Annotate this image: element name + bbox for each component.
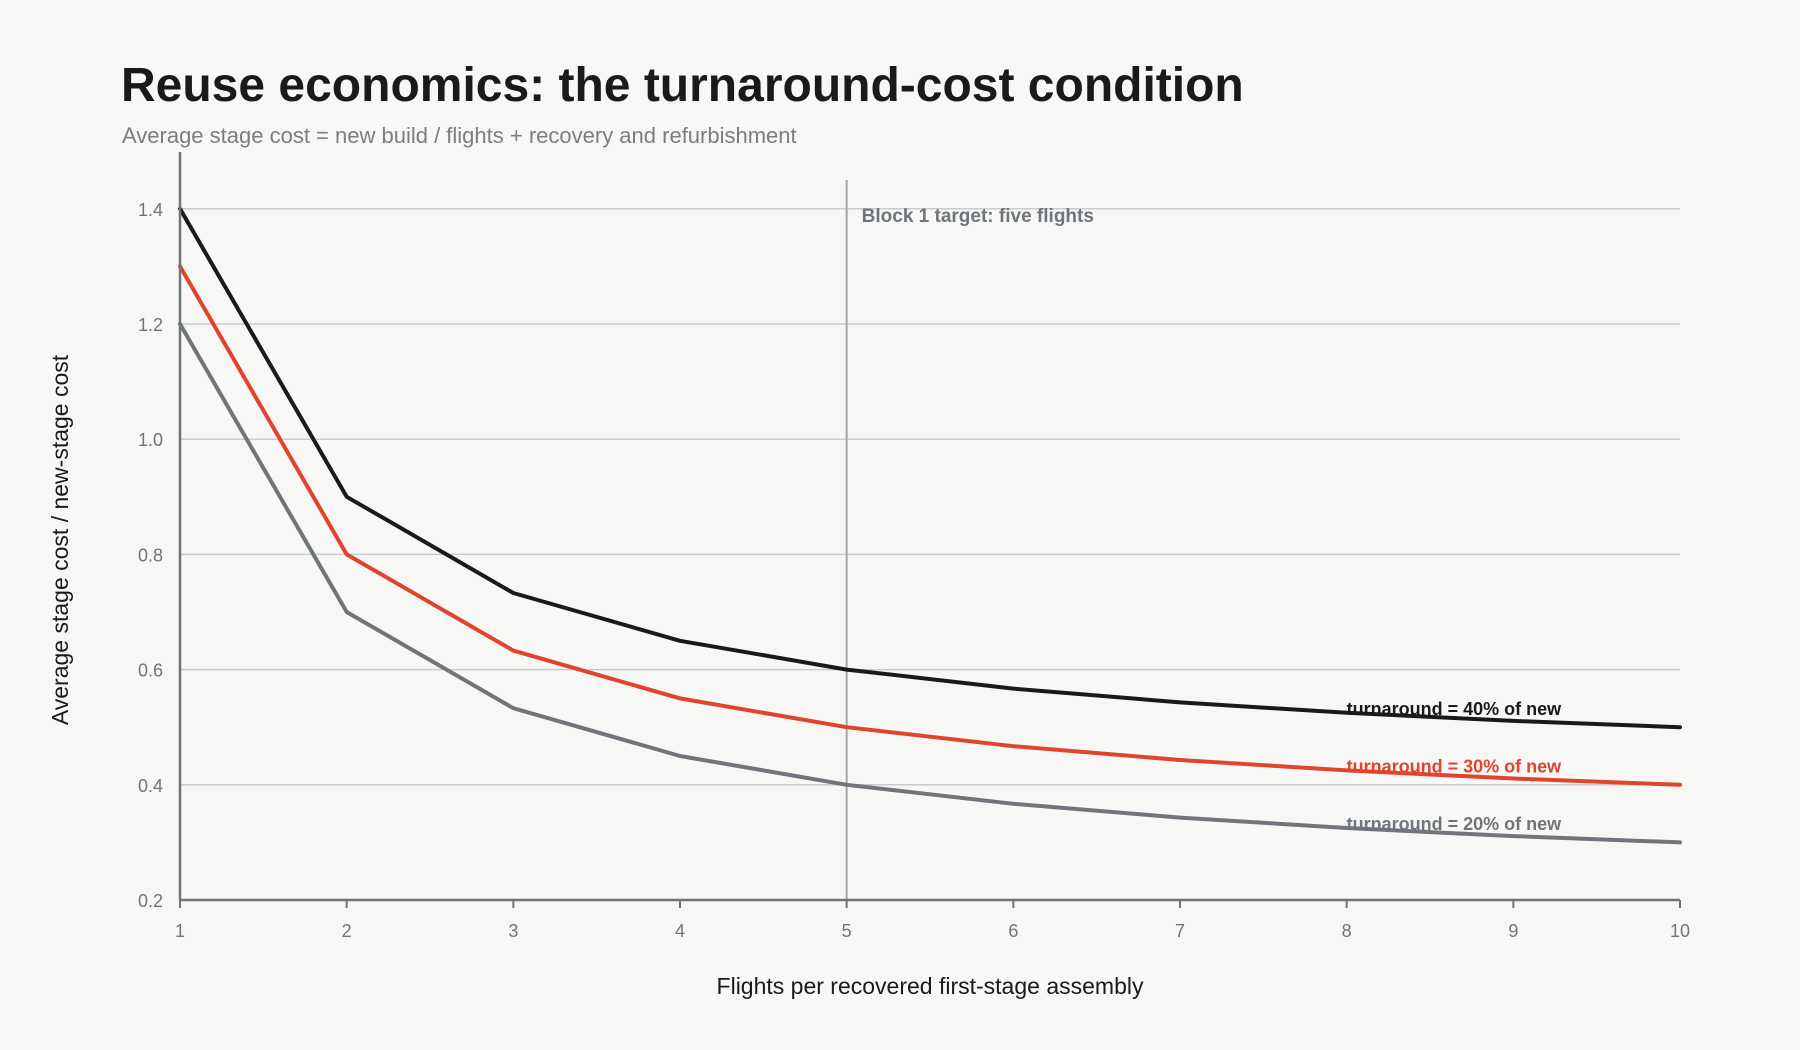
x-tick-label: 8	[1342, 921, 1352, 941]
x-tick-label: 5	[842, 921, 852, 941]
series-label-1: turnaround = 40% of new	[1347, 699, 1563, 719]
annotations: Block 1 target: five flights	[845, 180, 1094, 900]
x-tick-label: 10	[1670, 921, 1690, 941]
x-tick-label: 1	[175, 921, 185, 941]
series-line-1	[178, 206, 1682, 730]
chart-subtitle: Average stage cost = new build / flights…	[122, 123, 797, 148]
series-label-3: turnaround = 20% of new	[1347, 814, 1563, 834]
series-labels: turnaround = 40% of new turnaround = 30% …	[1347, 699, 1563, 834]
x-tick-label: 2	[342, 921, 352, 941]
y-tick-label: 0.8	[138, 545, 163, 565]
axes	[178, 152, 1681, 908]
y-axis-title: Average stage cost / new-stage cost	[47, 354, 73, 725]
x-tick-label: 6	[1008, 921, 1018, 941]
y-tick-label: 1.2	[138, 315, 163, 335]
y-tick-label: 0.6	[138, 661, 163, 681]
tick-labels: 0.2 0.4 0.6 0.8 1.0 1.2 1.4 1 2 3 4 5 6 7 8 9 10	[138, 200, 1690, 941]
series-line-2	[178, 264, 1682, 787]
x-tick-label: 4	[675, 921, 685, 941]
x-axis-title: Flights per recovered first-stage assemb…	[717, 973, 1144, 999]
y-tick-label: 0.2	[138, 891, 163, 911]
x-tick-label: 9	[1508, 921, 1518, 941]
grid-lines	[180, 208, 1680, 786]
series-lines	[178, 206, 1682, 845]
x-tick-label: 7	[1175, 921, 1185, 941]
y-tick-label: 1.4	[138, 200, 163, 220]
y-tick-label: 0.4	[138, 776, 163, 796]
target-annotation-label: Block 1 target: five flights	[862, 206, 1094, 227]
series-label-2: turnaround = 30% of new	[1347, 756, 1563, 776]
chart-title: Reuse economics: the turnaround-cost con…	[121, 59, 1244, 112]
series-line-3	[178, 322, 1682, 845]
y-tick-label: 1.0	[138, 430, 163, 450]
x-tick-label: 3	[508, 921, 518, 941]
